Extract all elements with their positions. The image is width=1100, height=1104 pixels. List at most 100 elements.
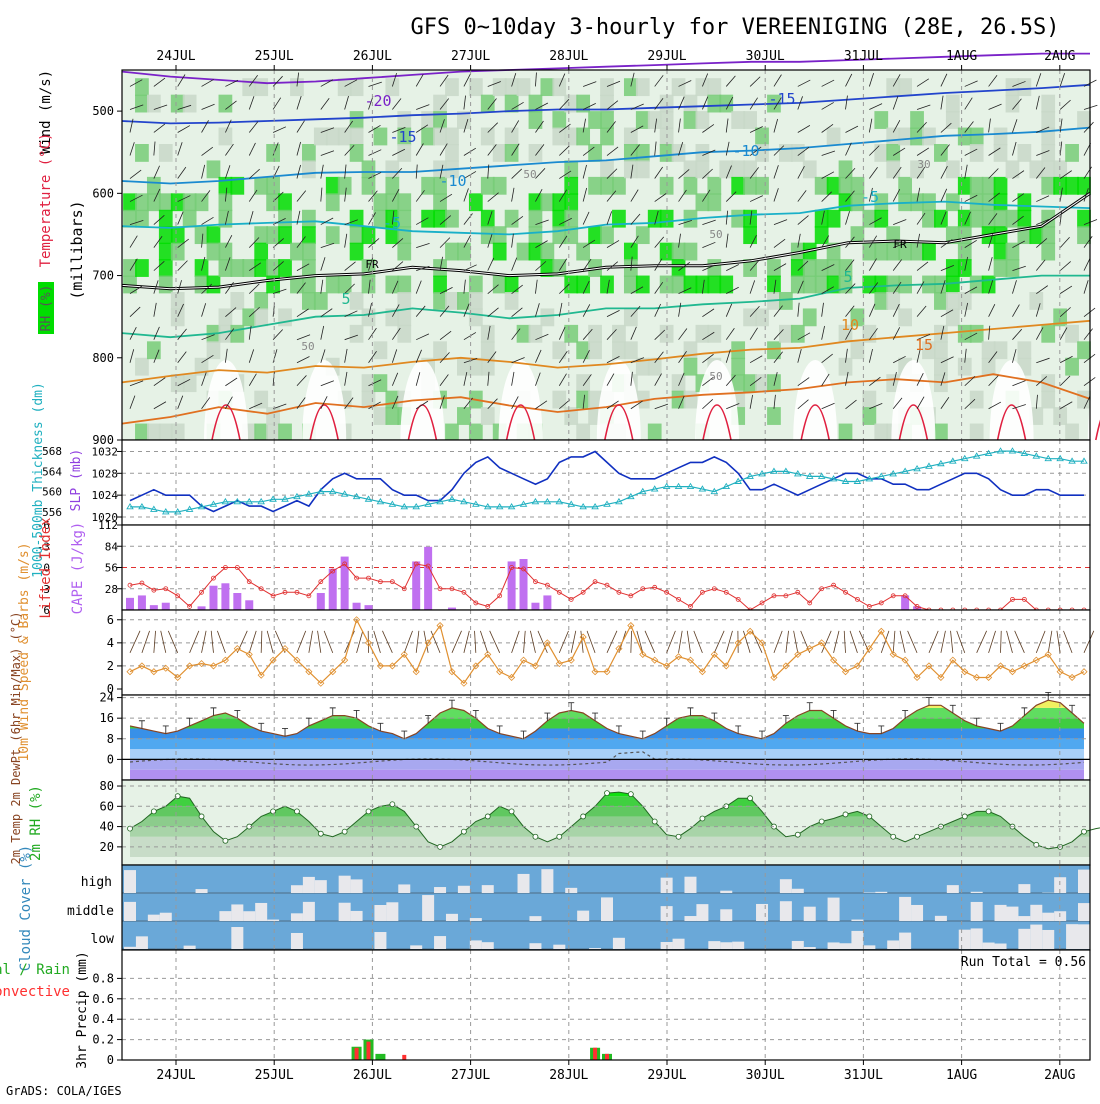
rh-cell [302, 292, 316, 310]
rh-cell [1077, 210, 1091, 228]
rh-cell [1077, 111, 1091, 129]
rh-cell [982, 177, 996, 195]
rh-cell [505, 144, 519, 162]
cloud-block [720, 891, 732, 893]
rh-cell [588, 111, 602, 129]
cloud-block [756, 904, 768, 921]
y-tick-label: 8 [107, 732, 114, 746]
rh-cell [242, 308, 256, 326]
rh-cell [326, 226, 340, 244]
rh-cell [600, 160, 614, 178]
date-label-bottom: 25JUL [255, 1068, 294, 1083]
rh-cell [994, 243, 1008, 261]
rh-cell [1041, 243, 1055, 261]
cloud-block [219, 911, 231, 921]
rh-cell [910, 128, 924, 146]
rh-cell [397, 308, 411, 326]
cloud-block [792, 889, 804, 893]
y-tick-label: 0.2 [92, 1033, 114, 1047]
rh-cell [278, 424, 292, 442]
rh-cell [874, 111, 888, 129]
cloud-block [792, 941, 804, 949]
cloud-block [303, 902, 315, 921]
rh-cell [254, 292, 268, 310]
rh-contour-label: 50 [709, 228, 722, 241]
rh-cell [564, 160, 578, 178]
rh-cell [898, 308, 912, 326]
cloud-block [136, 936, 148, 949]
rh-cell [994, 210, 1008, 228]
cloud-block [673, 939, 685, 949]
rh-cell [397, 111, 411, 129]
rh-cell [815, 210, 829, 228]
rh-cell [958, 243, 972, 261]
cloud-block [708, 941, 720, 949]
rh-cell [624, 341, 638, 359]
rh-point [891, 834, 896, 839]
rh-cell [731, 160, 745, 178]
cloud-block [911, 905, 923, 921]
cloud-block [291, 885, 303, 893]
rh-cell [254, 243, 268, 261]
rh-cell [624, 243, 638, 261]
rh-cell [1077, 391, 1091, 409]
rh-cell [767, 374, 781, 392]
cloud-block [422, 895, 434, 921]
rh-point [700, 816, 705, 821]
rh-cell [529, 193, 543, 211]
rh-cell [874, 424, 888, 442]
rh-cell [171, 193, 185, 211]
rh-cell [862, 391, 876, 409]
cloud-block [899, 897, 911, 921]
precip-legend-conv: Convective [0, 984, 70, 1000]
rh-cell [266, 144, 280, 162]
rh-cell [886, 160, 900, 178]
rh-cell [922, 243, 936, 261]
axis-label: 3hr Precip (mm) [75, 951, 90, 1068]
rh-cell [1065, 358, 1079, 376]
rh-cell [397, 292, 411, 310]
rh-cell [135, 424, 149, 442]
cloud-level-middle: middle [67, 904, 114, 919]
rh-cell [195, 259, 209, 277]
rh-cell [910, 243, 924, 261]
rh-cell [385, 193, 399, 211]
rh-cell [624, 78, 638, 96]
rh-cell [171, 243, 185, 261]
cloud-block [804, 947, 816, 949]
rh-cell [886, 128, 900, 146]
cloud-block [351, 911, 363, 921]
rh-cell [421, 128, 435, 146]
rh-point [795, 832, 800, 837]
rh-cell [1065, 177, 1079, 195]
cloud-block [780, 879, 792, 893]
rh-cell [696, 325, 710, 343]
cloud-block [947, 885, 959, 893]
rh-cell [159, 144, 173, 162]
rh-point [748, 796, 753, 801]
rh-cell [385, 276, 399, 294]
rh-point [628, 792, 633, 797]
rh-cell [719, 276, 733, 294]
y-tick-label: 600 [92, 186, 114, 200]
rh-cell [743, 210, 757, 228]
rh-cell [684, 358, 698, 376]
rh-cell [254, 308, 268, 326]
rh-cell [529, 210, 543, 228]
rh-contour-label: 50 [301, 340, 314, 353]
rh-cell [672, 144, 686, 162]
cloud-block [243, 911, 255, 921]
rh-cell [541, 78, 555, 96]
rh-cell [827, 177, 841, 195]
rh-cell [743, 226, 757, 244]
axis-label: Cloud Cover (%) [18, 845, 34, 971]
rh-cell [338, 128, 352, 146]
rh-cell [552, 78, 566, 96]
cloud-block [732, 942, 744, 949]
rh-cell [433, 292, 447, 310]
rh-cell [791, 325, 805, 343]
rh-cell [254, 259, 268, 277]
rh-cell [362, 226, 376, 244]
cloud-block [446, 914, 458, 921]
rh-cell [803, 276, 817, 294]
